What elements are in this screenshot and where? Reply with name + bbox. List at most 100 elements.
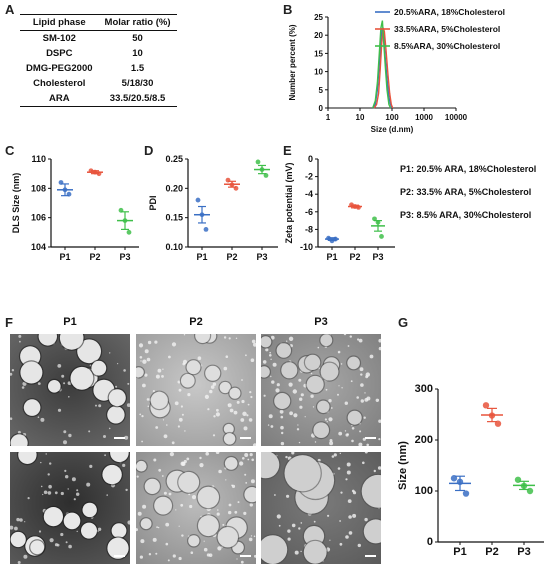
y-tick-label: 104 bbox=[31, 242, 46, 252]
tem-particle-small bbox=[178, 417, 183, 422]
tem-particle bbox=[23, 399, 41, 416]
tem-particle-small bbox=[21, 386, 25, 389]
tem-particle-small bbox=[343, 334, 347, 336]
tem-particle-small bbox=[299, 405, 303, 409]
tem-particle-small bbox=[171, 342, 177, 347]
tem-particle-small bbox=[223, 366, 228, 371]
tem-particle-small bbox=[88, 430, 91, 433]
tem-particle bbox=[43, 507, 64, 527]
panel-label-c: C bbox=[5, 143, 15, 158]
panel-label-b: B bbox=[283, 2, 293, 17]
tem-particle-small bbox=[312, 406, 315, 408]
tem-particle-small bbox=[168, 492, 172, 496]
tem-particle-small bbox=[61, 374, 65, 378]
tem-particle bbox=[59, 334, 84, 350]
tem-particle-small bbox=[71, 477, 76, 482]
y-tick-label: 0.10 bbox=[165, 242, 183, 252]
tem-particle-small bbox=[27, 497, 30, 500]
tem-particle-small bbox=[250, 535, 253, 537]
tem-particle-small bbox=[272, 362, 277, 367]
tem-particle-small bbox=[237, 501, 240, 504]
tem-particle bbox=[223, 433, 236, 445]
tem-particle-small bbox=[269, 354, 272, 357]
tem-particle bbox=[305, 354, 321, 370]
tem-particle-small bbox=[287, 529, 291, 533]
y-tick-label: -8 bbox=[305, 224, 313, 234]
data-point bbox=[379, 234, 384, 239]
tem-particle-small bbox=[287, 537, 291, 541]
tem-particle-small bbox=[242, 411, 247, 416]
tem-particle-small bbox=[341, 387, 343, 389]
y-tick-label: 108 bbox=[31, 183, 46, 193]
tem-particle-small bbox=[228, 510, 232, 515]
pdi-chart: 0.10 0.15 0.20 0.25 P1 P2 P3 PDI bbox=[148, 154, 278, 262]
tem-particle-small bbox=[155, 426, 159, 429]
tem-image-p1-bottom bbox=[10, 452, 130, 564]
tem-particle-small bbox=[45, 453, 47, 455]
tem-particle-small bbox=[279, 409, 284, 414]
y-tick-label: 200 bbox=[415, 434, 433, 446]
tem-particle-small bbox=[47, 491, 52, 495]
tem-particle-small bbox=[249, 453, 253, 457]
y-tick-label: 5 bbox=[319, 86, 324, 95]
tem-particle-small bbox=[378, 338, 381, 343]
x-tick-label: P3 bbox=[119, 252, 130, 262]
tem-particle-small bbox=[292, 389, 297, 394]
tem-particle-small bbox=[163, 434, 168, 439]
tem-particle-small bbox=[63, 440, 67, 445]
tem-particle-small bbox=[165, 542, 169, 546]
tem-particle-small bbox=[241, 379, 243, 381]
tem-particle-small bbox=[291, 523, 296, 528]
legend-p3: P3: 8.5% ARA, 30%Cholesterol bbox=[400, 210, 532, 220]
panel-label-g: G bbox=[398, 315, 409, 330]
x-tick-label: P3 bbox=[256, 252, 267, 262]
tem-particle bbox=[223, 423, 234, 434]
scale-bar bbox=[365, 437, 376, 439]
tem-particle-small bbox=[351, 427, 355, 430]
table-cell: SM-102 bbox=[42, 33, 76, 44]
tem-particle-small bbox=[378, 419, 381, 423]
tem-particle-small bbox=[208, 553, 213, 557]
tem-particle bbox=[18, 452, 37, 464]
scale-bar bbox=[240, 555, 251, 557]
tem-particle-small bbox=[158, 468, 162, 472]
tem-particle-small bbox=[139, 356, 143, 359]
tem-particle-small bbox=[304, 416, 306, 418]
tem-particle-small bbox=[162, 368, 164, 370]
tem-particle-small bbox=[365, 375, 369, 379]
tem-particle bbox=[30, 540, 45, 555]
tem-particle bbox=[102, 464, 122, 485]
tem-particle-small bbox=[65, 475, 69, 479]
tem-particle-small bbox=[348, 531, 353, 535]
tem-particle-small bbox=[231, 484, 236, 488]
tem-particle-small bbox=[104, 454, 106, 457]
tem-particle-small bbox=[57, 408, 62, 412]
tem-particle-small bbox=[187, 393, 191, 397]
tem-particle-small bbox=[37, 382, 41, 385]
tem-particle bbox=[244, 487, 256, 503]
x-tick-label: P1 bbox=[59, 252, 70, 262]
table-header-molar-ratio: Molar ratio (%) bbox=[98, 14, 177, 31]
tem-particle-small bbox=[155, 552, 158, 555]
tem-particle-small bbox=[339, 452, 341, 455]
tem-particle-small bbox=[325, 388, 328, 391]
tem-particle-small bbox=[10, 525, 14, 530]
table-row: DMG-PEG2000 1.5 bbox=[20, 61, 177, 76]
tem-particle-small bbox=[329, 441, 334, 446]
data-point bbox=[203, 227, 209, 232]
tem-particle-small bbox=[297, 424, 299, 426]
tem-particle-small bbox=[184, 430, 186, 432]
y-tick-label: 300 bbox=[415, 383, 433, 395]
tem-particle-small bbox=[310, 372, 313, 375]
tem-particle bbox=[281, 362, 298, 379]
tem-particle-small bbox=[377, 466, 381, 470]
tem-particle-small bbox=[248, 418, 253, 422]
tem-particle-small bbox=[346, 470, 351, 475]
tem-particle-small bbox=[310, 394, 314, 398]
tem-particle-small bbox=[254, 554, 256, 558]
tem-particle-small bbox=[177, 380, 181, 384]
tem-particle-small bbox=[183, 334, 186, 336]
tem-particle-small bbox=[97, 527, 102, 531]
tem-particle-small bbox=[63, 430, 67, 434]
tem-particle-small bbox=[357, 543, 361, 548]
